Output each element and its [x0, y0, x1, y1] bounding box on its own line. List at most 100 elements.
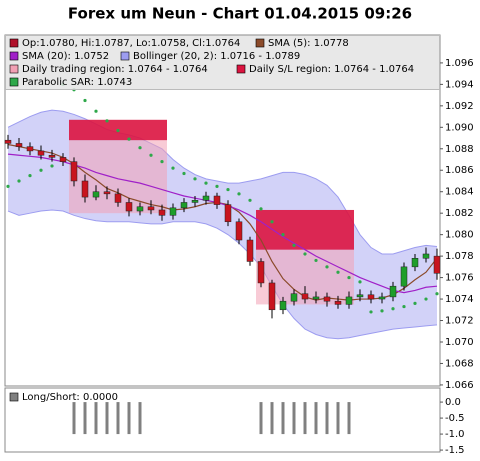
long-short-bar [347, 402, 351, 435]
candle-body [411, 258, 419, 268]
candle-body [323, 296, 331, 302]
candle-body [125, 202, 133, 212]
candle-body [37, 150, 45, 156]
y-tick-label: 1.066 [445, 380, 474, 391]
sar-dot [182, 171, 186, 176]
sar-dot [17, 179, 21, 183]
y-tick-label: 1.070 [445, 337, 474, 348]
candle-body [433, 255, 441, 274]
sar-dot [237, 192, 241, 196]
sar-dot [83, 98, 87, 103]
long-short-bar [281, 402, 285, 435]
sar-dot [39, 168, 43, 172]
candle-body [169, 207, 177, 216]
y2-tick-label: 0.0 [445, 397, 461, 408]
y-tick-label: 1.072 [445, 316, 474, 327]
sar-dot [171, 166, 175, 170]
candle-body [422, 253, 430, 259]
sar-dot [281, 233, 285, 237]
sar-dot [402, 304, 406, 309]
y-tick-label: 1.084 [445, 187, 474, 198]
sar-dot [391, 307, 395, 311]
long-short-bar [314, 402, 318, 435]
sar-dot [292, 243, 296, 247]
sar-dot [94, 109, 98, 113]
legend-label: Long/Short: 0.0000 [22, 392, 118, 403]
candle-body [114, 193, 122, 203]
legend-label: Parabolic SAR: 1.0743 [22, 77, 132, 88]
legend-swatch [9, 38, 19, 48]
sar-dot [369, 310, 373, 314]
legend-label: Bollinger (20, 2): 1.0716 - 1.0789 [133, 51, 300, 62]
y2-tick-label: -1.5 [445, 445, 465, 456]
y-tick-label: 1.092 [445, 101, 474, 112]
long-short-bar [72, 402, 76, 435]
legend-label: Daily S/L region: 1.0764 - 1.0764 [249, 64, 414, 75]
sar-dot [424, 297, 428, 301]
candle-body [202, 195, 210, 201]
y2-tick-label: -1.0 [445, 429, 465, 440]
candle-body [180, 202, 188, 209]
legend-swatch [9, 77, 19, 87]
candle-body [268, 282, 276, 311]
y-tick-label: 1.068 [445, 358, 474, 369]
legend-swatch [255, 38, 265, 48]
sar-dot [138, 146, 142, 150]
candle-body [378, 296, 386, 300]
y-tick-label: 1.086 [445, 165, 474, 176]
candle-body [191, 200, 199, 203]
candle-body [345, 296, 353, 305]
long-short-bar [336, 402, 340, 435]
long-short-bar [259, 402, 263, 435]
sar-dot [28, 174, 32, 178]
y-tick-label: 1.088 [445, 144, 474, 155]
candle-body [389, 285, 397, 298]
candle-body [136, 206, 144, 212]
sar-dot [215, 184, 219, 188]
candle-body [301, 293, 309, 300]
candle-body [147, 206, 155, 211]
legend-swatch [9, 64, 19, 74]
long-short-bar [292, 402, 296, 435]
sar-dot [149, 153, 153, 157]
legend-label: SMA (5): 1.0778 [268, 38, 349, 49]
sar-dot [325, 265, 329, 269]
bollinger-upper [7, 109, 438, 255]
candle-body [279, 300, 287, 311]
candle-body [103, 191, 111, 195]
y-tick-label: 1.080 [445, 230, 474, 241]
candle-body [59, 157, 67, 162]
candle-body [15, 143, 23, 147]
y-tick-label: 1.078 [445, 251, 474, 262]
long-short-bar [270, 402, 274, 435]
candle-body [246, 239, 254, 262]
sar-dot [248, 198, 252, 202]
sar-dot [303, 252, 307, 256]
bollinger-lower [7, 209, 438, 340]
candle-body [224, 204, 232, 223]
long-short-bar [94, 402, 98, 435]
legend-background [5, 35, 440, 90]
y2-tick-label: -0.5 [445, 413, 465, 424]
candle-body [26, 146, 34, 152]
sar-dot [193, 177, 197, 181]
candle-body [367, 294, 375, 300]
sar-dot [127, 137, 131, 141]
sar-dot [116, 128, 120, 133]
sar-dot [347, 275, 351, 280]
candle-body [334, 300, 342, 305]
sar-dot [160, 160, 164, 164]
long-short-bar [127, 402, 131, 435]
long-short-bar [303, 402, 307, 435]
sar-dot [336, 270, 340, 274]
candle-body [81, 180, 89, 198]
candle-body [92, 191, 100, 198]
sar-dot [314, 258, 318, 263]
candle-body [48, 154, 56, 158]
candle-body [312, 296, 320, 300]
sar-dot [259, 207, 263, 211]
legend-swatch [120, 51, 130, 61]
candle-body [70, 161, 78, 182]
sar-dot [413, 301, 417, 305]
